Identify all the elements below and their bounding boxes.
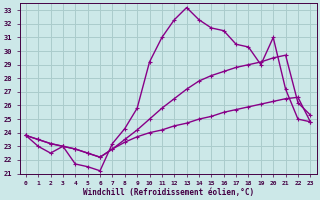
X-axis label: Windchill (Refroidissement éolien,°C): Windchill (Refroidissement éolien,°C) (83, 188, 254, 197)
